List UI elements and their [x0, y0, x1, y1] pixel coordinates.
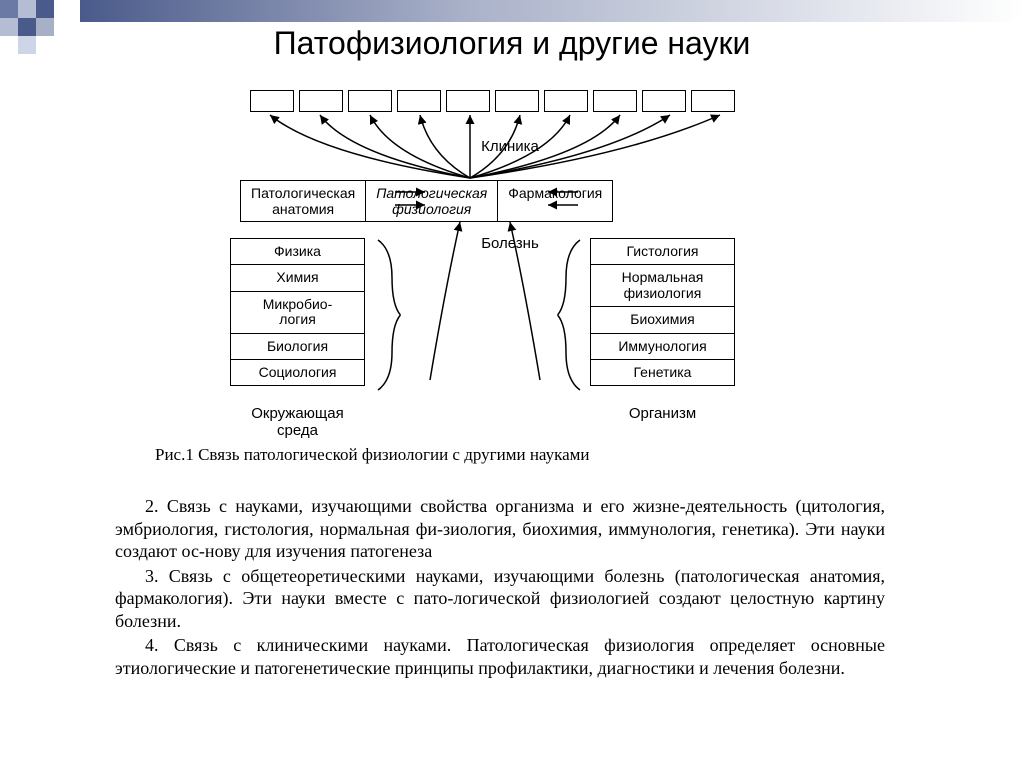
- stack-cell: Биохимия: [591, 307, 734, 333]
- top-cell: [446, 90, 490, 112]
- top-cell: [299, 90, 343, 112]
- header-gradient: [80, 0, 1024, 22]
- stack-cell: Социология: [231, 360, 364, 385]
- top-cell: [642, 90, 686, 112]
- stack-cell: Гистология: [591, 239, 734, 265]
- stack-cell: Генетика: [591, 360, 734, 385]
- paragraph: 2. Связь с науками, изучающими свойства …: [115, 495, 885, 563]
- top-cell: [348, 90, 392, 112]
- stack-cell: Биология: [231, 334, 364, 360]
- midbox-center: Патологическаяфизиология: [366, 181, 498, 221]
- middle-row: Патологическаяанатомия Патологическаяфиз…: [240, 180, 613, 222]
- top-cell: [544, 90, 588, 112]
- midbox-right: Фармакология: [498, 181, 612, 221]
- top-cell: [691, 90, 735, 112]
- stack-cell: Нормальнаяфизиология: [591, 265, 734, 307]
- left-stack-label: Окружающаясреда: [230, 405, 365, 439]
- stack-cell: Химия: [231, 265, 364, 291]
- stack-cell: Иммунология: [591, 334, 734, 360]
- right-stack: ГистологияНормальнаяфизиологияБиохимияИм…: [590, 238, 735, 386]
- top-cell: [250, 90, 294, 112]
- top-cell: [495, 90, 539, 112]
- top-cell: [593, 90, 637, 112]
- top-cell: [397, 90, 441, 112]
- stack-cell: Микробио-логия: [231, 292, 364, 334]
- body-text: 2. Связь с науками, изучающими свойства …: [115, 495, 885, 681]
- diagram: Клиника Патологическаяанатомия Патологич…: [170, 90, 850, 480]
- paragraph: 4. Связь с клиническими науками. Патолог…: [115, 634, 885, 679]
- klinika-label: Клиника: [170, 138, 850, 155]
- left-stack: ФизикаХимияМикробио-логияБиологияСоциоло…: [230, 238, 365, 386]
- right-stack-label: Организм: [590, 405, 735, 422]
- stack-cell: Физика: [231, 239, 364, 265]
- top-cells-row: [250, 90, 735, 112]
- midbox-left: Патологическаяанатомия: [241, 181, 366, 221]
- slide-title: Патофизиология и другие науки: [0, 25, 1024, 62]
- figure-caption: Рис.1 Связь патологической физиологии с …: [155, 445, 715, 465]
- paragraph: 3. Связь с общетеоретическими науками, и…: [115, 565, 885, 633]
